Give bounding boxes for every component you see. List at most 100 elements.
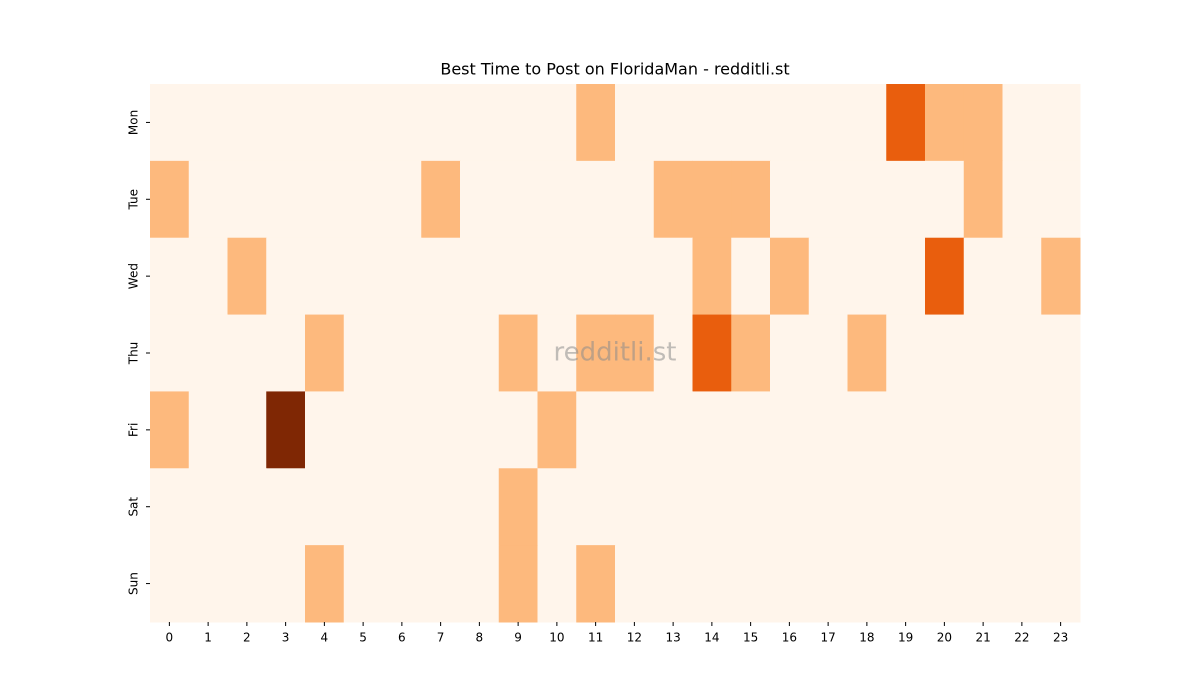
heatmap-cell (227, 545, 267, 623)
heatmap-cell (460, 468, 500, 546)
heatmap-cell (227, 314, 267, 392)
heatmap-cell (692, 237, 732, 316)
heatmap-cell (266, 237, 306, 316)
heatmap-cell (808, 468, 848, 546)
heatmap-cell (925, 391, 965, 469)
heatmap-cell (615, 160, 655, 239)
heatmap-cell (925, 84, 965, 162)
heatmap-cell (227, 160, 267, 239)
heatmap-cell (731, 545, 771, 623)
heatmap-cell (925, 545, 965, 623)
heatmap-cell (421, 468, 461, 546)
heatmap-cell (266, 391, 306, 469)
heatmap-cell (1002, 468, 1042, 546)
axes: 0 1 2 3 4 5 6 7 8 9 10 11 12 13 14 15 16 17 18 19 20 21 22 23Mo… (127, 110, 1069, 645)
heatmap-cell (653, 468, 693, 546)
watermark: redditli.st (554, 338, 677, 368)
heatmap-cell (150, 545, 190, 623)
heatmap-cell (150, 314, 190, 392)
heatmap-cell (847, 391, 887, 469)
heatmap-cell (150, 468, 190, 546)
heatmap-cell (770, 160, 810, 239)
heatmap-cell (692, 160, 732, 239)
heatmap-cell (343, 160, 383, 239)
y-tick-label: Sun (127, 572, 141, 595)
heatmap-cell (305, 468, 345, 546)
heatmap-cell (731, 314, 771, 392)
heatmap-cell (1041, 391, 1081, 469)
heatmap-cell (1002, 237, 1042, 316)
y-tick-label: Sat (127, 497, 141, 517)
x-tick-label: 6 (398, 631, 406, 645)
y-tick-label: Tue (127, 189, 141, 211)
heatmap-cell (498, 468, 538, 546)
heatmap-cell (615, 468, 655, 546)
heatmap-cell (343, 468, 383, 546)
x-tick-label: 10 (549, 631, 564, 645)
heatmap-cell (266, 160, 306, 239)
heatmap-cell (770, 391, 810, 469)
x-tick-label: 20 (937, 631, 952, 645)
heatmap-cell (498, 391, 538, 469)
heatmap-cell (692, 84, 732, 162)
x-tick-label: 7 (437, 631, 445, 645)
heatmap-cell (537, 237, 577, 316)
heatmap-cell (731, 468, 771, 546)
x-tick-label: 16 (782, 631, 797, 645)
heatmap-cell (576, 545, 616, 623)
heatmap-cell (886, 160, 926, 239)
heatmap-cell (382, 468, 422, 546)
heatmap-cell (731, 391, 771, 469)
heatmap-cell (1041, 160, 1081, 239)
heatmap-cell (847, 160, 887, 239)
heatmap-cell (576, 237, 616, 316)
heatmap-cell (460, 84, 500, 162)
x-tick-label: 12 (627, 631, 642, 645)
heatmap-cell (808, 237, 848, 316)
heatmap-cell (925, 160, 965, 239)
heatmap-cell (227, 237, 267, 316)
heatmap-cell (653, 84, 693, 162)
heatmap-cell (305, 314, 345, 392)
heatmap-cell (770, 237, 810, 316)
heatmap-cell (305, 84, 345, 162)
heatmap-cell (537, 160, 577, 239)
heatmap-cell (847, 468, 887, 546)
heatmap-cell (227, 84, 267, 162)
heatmap-cell (653, 545, 693, 623)
heatmap-cell (266, 468, 306, 546)
heatmap-cell (188, 160, 228, 239)
heatmap-cell (343, 237, 383, 316)
heatmap-cell (1041, 237, 1081, 316)
x-tick-label: 17 (820, 631, 835, 645)
x-tick-label: 2 (243, 631, 251, 645)
heatmap-cell (808, 160, 848, 239)
heatmap-cell (963, 237, 1003, 316)
heatmap-cell (886, 237, 926, 316)
heatmap-cell (150, 237, 190, 316)
heatmap-cell (770, 545, 810, 623)
heatmap-cell (1041, 314, 1081, 392)
heatmap-cell (305, 391, 345, 469)
heatmap-cell (615, 237, 655, 316)
x-tick-label: 13 (665, 631, 680, 645)
x-tick-label: 21 (975, 631, 990, 645)
heatmap-cell (188, 391, 228, 469)
heatmap-cell (382, 545, 422, 623)
heatmap-cell (963, 468, 1003, 546)
heatmap-cell (886, 314, 926, 392)
heatmap-cell (343, 545, 383, 623)
heatmap-cell (1041, 84, 1081, 162)
heatmap-cell (188, 468, 228, 546)
heatmap-cell (188, 545, 228, 623)
heatmap-cell (188, 314, 228, 392)
heatmap-cell (188, 237, 228, 316)
y-tick-label: Wed (127, 263, 141, 289)
heatmap-cell (188, 84, 228, 162)
x-tick-label: 0 (166, 631, 174, 645)
heatmap-cell (886, 468, 926, 546)
x-tick-label: 22 (1014, 631, 1029, 645)
heatmap-cell (305, 545, 345, 623)
x-tick-label: 5 (359, 631, 367, 645)
